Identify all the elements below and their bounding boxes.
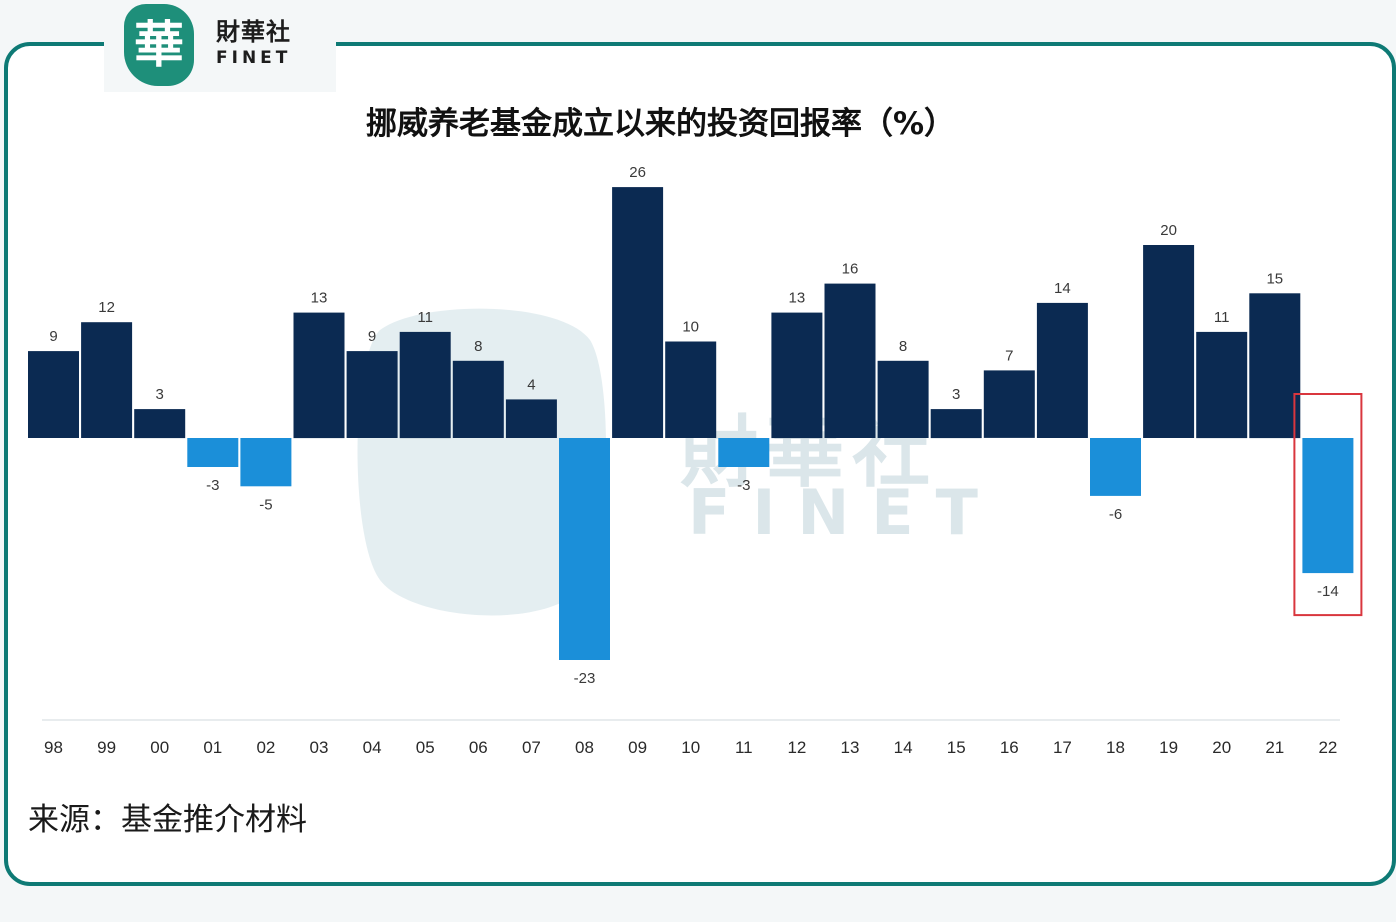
value-label-05: 11	[417, 309, 433, 326]
x-tick-label-04: 04	[363, 738, 382, 757]
value-label-08: -23	[574, 670, 596, 687]
bar-99	[81, 322, 133, 438]
logo-name-en: FINET	[216, 48, 292, 68]
finet-logo-icon: 華	[124, 4, 194, 86]
x-tick-label-01: 01	[203, 738, 222, 757]
bar-18	[1090, 438, 1141, 496]
bar-16	[983, 370, 1035, 438]
x-tick-label-15: 15	[947, 738, 966, 757]
x-tick-label-14: 14	[894, 738, 913, 757]
source-note: 来源：基金推介材料	[28, 802, 307, 838]
value-label-22: -14	[1317, 583, 1339, 600]
bar-04	[346, 351, 398, 438]
value-label-11: -3	[737, 477, 750, 494]
value-label-07: 4	[527, 376, 535, 393]
bar-19	[1143, 245, 1195, 438]
bar-01	[187, 438, 239, 467]
bar-14	[877, 360, 929, 438]
x-tick-label-09: 09	[628, 738, 647, 757]
bar-00	[134, 409, 186, 439]
value-label-20: 11	[1214, 309, 1230, 326]
bar-07	[505, 399, 557, 438]
x-tick-label-13: 13	[841, 738, 860, 757]
x-tick-label-19: 19	[1159, 738, 1178, 757]
value-label-21: 15	[1266, 270, 1283, 287]
bar-98	[28, 351, 79, 438]
bar-12	[771, 312, 823, 439]
value-label-19: 20	[1160, 222, 1177, 239]
x-tick-label-11: 11	[735, 738, 753, 757]
bar-20	[1196, 331, 1248, 439]
x-tick-label-21: 21	[1265, 738, 1284, 757]
bar-13	[824, 283, 876, 438]
x-tick-label-08: 08	[575, 738, 594, 757]
watermark-name-en: FINET	[688, 476, 1000, 549]
x-tick-label-16: 16	[1000, 738, 1019, 757]
bar-17	[1036, 302, 1088, 438]
value-label-09: 26	[629, 164, 646, 181]
value-label-04: 9	[368, 328, 376, 345]
value-label-01: -3	[206, 477, 219, 494]
x-tick-label-20: 20	[1212, 738, 1231, 757]
x-tick-label-18: 18	[1106, 738, 1125, 757]
value-label-06: 8	[474, 338, 482, 355]
value-label-14: 8	[899, 338, 907, 355]
x-tick-label-12: 12	[787, 738, 806, 757]
bar-03	[293, 312, 345, 439]
x-tick-label-07: 07	[522, 738, 541, 757]
logo-mark-char: 華	[134, 15, 184, 74]
value-label-99: 12	[98, 299, 115, 316]
value-label-02: -5	[259, 496, 272, 513]
value-label-10: 10	[682, 319, 699, 336]
logo-name-cn: 財華社	[216, 18, 291, 46]
x-tick-label-98: 98	[44, 738, 63, 757]
x-tick-label-10: 10	[681, 738, 700, 757]
x-tick-label-22: 22	[1318, 738, 1337, 757]
value-label-18: -6	[1109, 506, 1122, 523]
x-tick-label-02: 02	[256, 738, 275, 757]
value-label-15: 3	[952, 386, 960, 403]
bar-02	[240, 438, 292, 487]
bar-22	[1302, 438, 1354, 574]
chart-title: 挪威养老基金成立以来的投资回报率（%）	[366, 106, 956, 142]
value-label-03: 13	[311, 290, 328, 307]
bar-06	[452, 360, 504, 438]
x-tick-label-00: 00	[150, 738, 169, 757]
bar-10	[665, 341, 717, 438]
x-tick-label-99: 99	[97, 738, 116, 757]
bar-15	[930, 409, 982, 439]
bar-08	[559, 438, 610, 660]
value-label-16: 7	[1005, 347, 1013, 364]
value-label-12: 13	[789, 290, 806, 307]
value-label-00: 3	[156, 386, 164, 403]
x-tick-label-06: 06	[469, 738, 488, 757]
bar-05	[399, 331, 451, 439]
highlight-box	[1293, 393, 1363, 617]
bar-21	[1249, 293, 1301, 439]
value-label-98: 9	[49, 328, 57, 345]
x-tick-label-03: 03	[310, 738, 329, 757]
x-tick-label-05: 05	[416, 738, 435, 757]
value-label-17: 14	[1054, 280, 1071, 297]
bar-11	[718, 438, 770, 467]
x-tick-label-17: 17	[1053, 738, 1072, 757]
value-label-13: 16	[842, 261, 859, 278]
bar-09	[612, 187, 664, 438]
